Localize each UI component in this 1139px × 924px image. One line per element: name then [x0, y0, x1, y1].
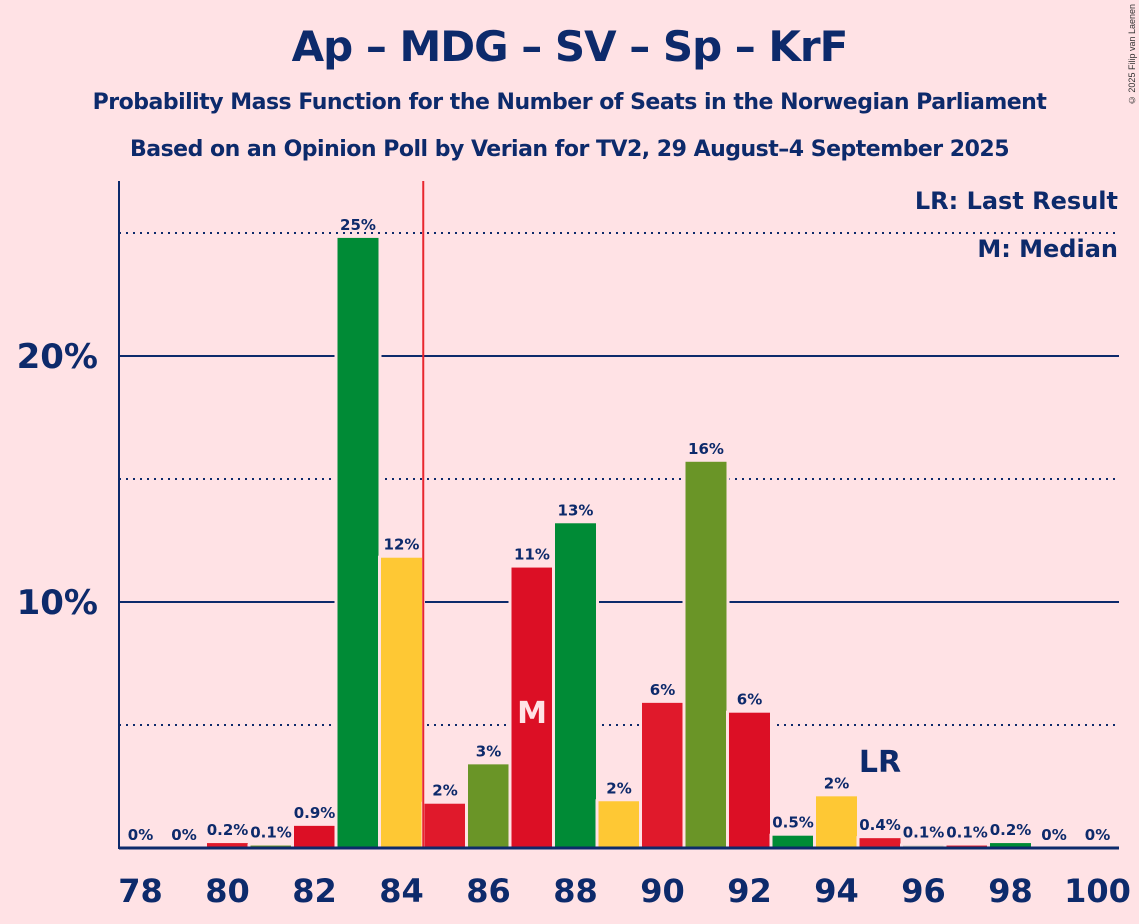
- chart-subtitle: Probability Mass Function for the Number…: [92, 90, 1047, 115]
- y-tick-label: 20%: [17, 337, 98, 377]
- data-label-seat-79: 0%: [171, 826, 196, 844]
- data-label-seat-92: 6%: [737, 691, 762, 709]
- x-tick-label: 94: [814, 872, 859, 910]
- data-label-seat-87: 11%: [514, 546, 550, 564]
- data-label-seat-96: 0.1%: [903, 824, 945, 842]
- legend-median: M: Median: [977, 235, 1118, 263]
- data-label-seat-78: 0%: [128, 826, 153, 844]
- median-marker: M: [517, 696, 547, 731]
- bar-seat-86: [468, 764, 509, 848]
- bar-seat-88: [555, 523, 596, 848]
- y-tick-label: 10%: [17, 583, 98, 623]
- bar-seat-94: [816, 796, 857, 848]
- x-tick-label: 100: [1064, 872, 1131, 910]
- x-tick-label: 92: [727, 872, 772, 910]
- chart-title: Ap – MDG – SV – Sp – KrF: [291, 22, 849, 71]
- data-label-seat-94: 2%: [824, 774, 849, 792]
- data-label-seat-85: 2%: [432, 782, 457, 800]
- x-tick-label: 80: [205, 872, 250, 910]
- bar-seat-80: [207, 843, 248, 848]
- x-tick-label: 84: [379, 872, 424, 910]
- data-label-seat-90: 6%: [650, 681, 675, 699]
- bars: [204, 235, 1034, 849]
- data-label-seat-91: 16%: [688, 440, 724, 458]
- chart-subtitle-poll: Based on an Opinion Poll by Verian for T…: [129, 137, 1010, 162]
- data-label-seat-89: 2%: [606, 779, 631, 797]
- bar-seat-95: [859, 838, 901, 848]
- last-result-marker: LR: [859, 745, 901, 780]
- bar-seat-98: [990, 843, 1031, 848]
- data-label-seat-83: 25%: [340, 216, 376, 234]
- bar-seat-92: [729, 712, 770, 848]
- legend: LR: Last Result M: Median: [915, 187, 1118, 263]
- x-tick-label: 98: [988, 872, 1033, 910]
- bar-seat-83: [337, 237, 379, 849]
- x-tick-label: 86: [466, 872, 511, 910]
- data-label-seat-100: 0%: [1085, 826, 1110, 844]
- x-tick-label: 82: [292, 872, 337, 910]
- data-label-seat-86: 3%: [476, 742, 501, 760]
- bar-seat-85: [424, 803, 466, 848]
- gridlines: [119, 232, 1119, 726]
- data-label-seat-98: 0.2%: [990, 821, 1032, 839]
- data-label-seat-81: 0.1%: [250, 824, 292, 842]
- bar-seat-89: [598, 801, 640, 848]
- bar-seat-91: [685, 461, 727, 848]
- bar-seat-84: [381, 557, 422, 848]
- data-label-seat-97: 0.1%: [946, 824, 988, 842]
- bar-seat-87: [511, 567, 553, 848]
- bar-seat-82: [294, 825, 335, 848]
- data-label-seat-84: 12%: [384, 536, 420, 554]
- data-label-seat-99: 0%: [1041, 826, 1066, 844]
- x-tick-label: 96: [901, 872, 946, 910]
- x-tick-label: 78: [118, 872, 163, 910]
- x-tick-label: 88: [553, 872, 598, 910]
- axes: 10% 20% 78 80 82 84 86 88 90 92 94 96 98 100: [17, 181, 1131, 910]
- data-label-seat-93: 0.5%: [772, 814, 814, 832]
- data-label-seat-88: 13%: [558, 501, 594, 519]
- data-label-seat-80: 0.2%: [207, 821, 249, 839]
- data-label-seat-82: 0.9%: [294, 804, 336, 822]
- legend-last-result: LR: Last Result: [915, 187, 1118, 215]
- data-labels: 0% 0% 0.2% 0.1%0.9%25%12%2%3%11%13%2%6%16%6…: [128, 216, 1110, 844]
- bar-seat-93: [772, 835, 814, 848]
- data-label-seat-95: 0.4%: [859, 816, 901, 834]
- bar-seat-90: [642, 702, 683, 848]
- x-tick-label: 90: [640, 872, 685, 910]
